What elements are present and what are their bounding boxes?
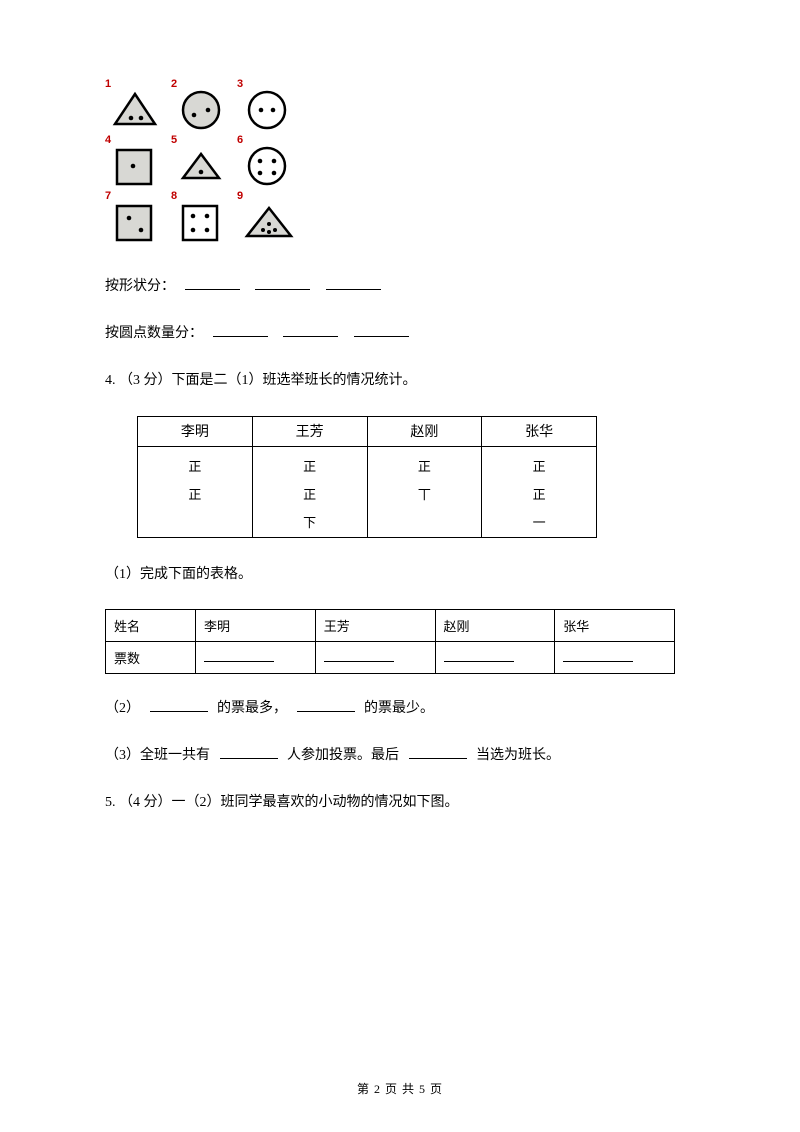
- tally-mark: 一: [482, 509, 596, 537]
- tally-table: 李明 王芳 赵刚 张华 正正 正正下 正丅 正正一: [137, 416, 597, 538]
- fill-blank[interactable]: [255, 274, 310, 290]
- fill-blank[interactable]: [283, 321, 338, 337]
- text: 人参加投票。最后: [287, 748, 399, 763]
- circle-icon: [177, 88, 225, 132]
- text: （3）全班一共有: [105, 748, 210, 763]
- tally-mark: 下: [253, 509, 367, 537]
- name-cell: 王芳: [315, 609, 435, 641]
- fill-blank[interactable]: [409, 743, 467, 759]
- text: 当选为班长。: [476, 748, 560, 763]
- tally-cell: 正正下: [252, 446, 367, 537]
- fill-blank[interactable]: [185, 274, 240, 290]
- label: 按圆点数量分：: [105, 326, 203, 341]
- name-cell: 李明: [196, 609, 316, 641]
- fill-blank[interactable]: [213, 321, 268, 337]
- fill-table: 姓名 李明 王芳 赵刚 张华 票数: [105, 609, 675, 674]
- vote-cell[interactable]: [196, 641, 316, 673]
- text: 的票最少。: [364, 701, 434, 716]
- row-label: 姓名: [106, 609, 196, 641]
- shape-4: 4: [105, 136, 163, 188]
- fill-blank[interactable]: [326, 274, 381, 290]
- tally-mark: 丅: [368, 481, 482, 509]
- tally-cell: 正丅: [367, 446, 482, 537]
- page-footer: 第 2 页 共 5 页: [0, 1080, 800, 1097]
- tally-mark: 正: [368, 453, 482, 481]
- tally-mark: 正: [138, 453, 252, 481]
- row-label: 票数: [106, 641, 196, 673]
- shape-7: 7: [105, 192, 163, 244]
- tally-header: 王芳: [252, 416, 367, 446]
- circle-icon: [243, 88, 291, 132]
- shape-2: 2: [171, 80, 229, 132]
- name-cell: 张华: [555, 609, 675, 641]
- shapes-grid: 1 2 3 4 5 6 7 8 9: [105, 80, 695, 244]
- vote-cell[interactable]: [435, 641, 555, 673]
- fill-blank[interactable]: [220, 743, 278, 759]
- tally-header: 赵刚: [367, 416, 482, 446]
- q4-sub1: （1）完成下面的表格。: [105, 562, 695, 587]
- shape-1: 1: [105, 80, 163, 132]
- square-icon: [111, 144, 157, 188]
- name-cell: 赵刚: [435, 609, 555, 641]
- triangle-icon: [243, 200, 295, 240]
- q4-sub2: （2） 的票最多， 的票最少。: [105, 696, 695, 721]
- q4-stem: 4. （3 分）下面是二（1）班选举班长的情况统计。: [105, 368, 695, 393]
- tally-header: 张华: [482, 416, 597, 446]
- tally-mark: 正: [253, 453, 367, 481]
- shape-8: 8: [171, 192, 229, 244]
- tally-mark: 正: [138, 481, 252, 509]
- vote-cell[interactable]: [555, 641, 675, 673]
- fill-blank[interactable]: [297, 696, 355, 712]
- tally-cell: 正正一: [482, 446, 597, 537]
- classify-by-dots: 按圆点数量分：: [105, 321, 695, 346]
- shape-3: 3: [237, 80, 295, 132]
- square-icon: [111, 200, 157, 244]
- tally-header: 李明: [138, 416, 253, 446]
- square-icon: [177, 200, 223, 244]
- fill-blank[interactable]: [354, 321, 409, 337]
- text: （2）: [105, 701, 140, 716]
- triangle-icon: [177, 144, 225, 184]
- text: 的票最多，: [217, 701, 287, 716]
- tally-mark: 正: [482, 481, 596, 509]
- shape-5: 5: [171, 136, 229, 188]
- shape-6: 6: [237, 136, 295, 188]
- triangle-icon: [111, 88, 159, 128]
- q5-stem: 5. （4 分）一（2）班同学最喜欢的小动物的情况如下图。: [105, 790, 695, 815]
- tally-cell: 正正: [138, 446, 253, 537]
- fill-blank[interactable]: [150, 696, 208, 712]
- vote-cell[interactable]: [315, 641, 435, 673]
- label: 按形状分：: [105, 279, 175, 294]
- classify-by-shape: 按形状分：: [105, 274, 695, 299]
- tally-mark: 正: [482, 453, 596, 481]
- q4-sub3: （3）全班一共有 人参加投票。最后 当选为班长。: [105, 743, 695, 768]
- tally-mark: 正: [253, 481, 367, 509]
- shape-9: 9: [237, 192, 295, 244]
- circle-icon: [243, 144, 291, 188]
